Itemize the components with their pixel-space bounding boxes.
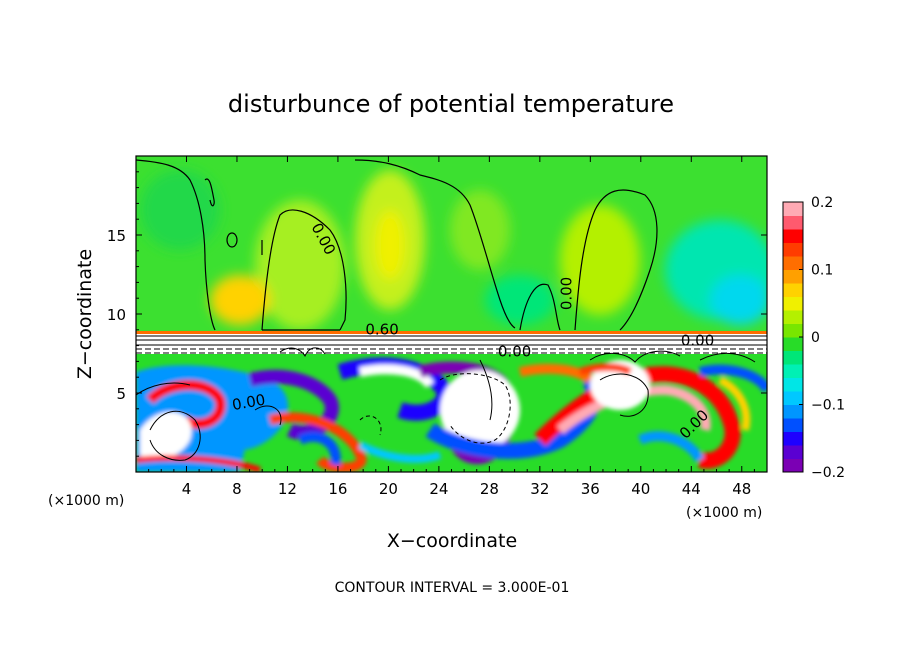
x-tick-label: 28 xyxy=(480,480,499,498)
colorbar-swatch xyxy=(783,296,803,311)
x-tick-label: 44 xyxy=(682,480,701,498)
colorbar-swatch xyxy=(783,350,803,365)
colorbar-swatch xyxy=(783,283,803,297)
contour-labels: 0.000.000.000.000.000.000.60 xyxy=(231,220,715,442)
colorbar-tick-label: 0.1 xyxy=(811,263,833,279)
colorbar-swatch xyxy=(783,418,803,432)
colorbar-tick-label: 0.2 xyxy=(811,195,833,211)
y-tick-label: 10 xyxy=(107,306,126,324)
x-axis-label: X−coordinate xyxy=(387,530,517,552)
x-tick-label: 12 xyxy=(278,480,297,498)
colorbar-tick-label: 0 xyxy=(811,330,820,346)
x-axis-unit-right: (×1000 m) xyxy=(686,505,762,521)
y-tick-label: 15 xyxy=(107,227,126,245)
contour-label: 0.00 xyxy=(231,391,267,415)
colorbar: 0.2 0.1 0 −0.1 −0.2 xyxy=(782,195,845,481)
x-tick-label: 36 xyxy=(581,480,600,498)
contour-label: 0.00 xyxy=(557,277,575,310)
colorbar-swatch xyxy=(783,269,803,284)
x-tick-label: 48 xyxy=(732,480,751,498)
colorbar-swatch xyxy=(783,242,803,257)
x-tick-label: 40 xyxy=(631,480,650,498)
colorbar-swatch xyxy=(783,202,803,216)
x-tick-label: 24 xyxy=(429,480,448,498)
colorbar-swatch xyxy=(783,310,803,324)
contour-label: 0.00 xyxy=(681,332,714,350)
contour-label: 0.60 xyxy=(365,321,398,339)
y-axis-label: Z−coordinate xyxy=(74,249,96,379)
colorbar-tick-label: −0.1 xyxy=(811,398,845,414)
colorbar-swatch xyxy=(783,445,803,459)
x-tick-label: 8 xyxy=(232,480,242,498)
x-tick-label: 32 xyxy=(530,480,549,498)
y-axis: 5 10 15 xyxy=(107,171,767,457)
colorbar-swatch xyxy=(783,229,803,243)
x-tick-label: 16 xyxy=(328,480,347,498)
x-tick-label: 20 xyxy=(379,480,398,498)
colorbar-swatch xyxy=(783,458,803,473)
colorbar-swatch xyxy=(783,323,803,338)
colorbar-swatch xyxy=(783,364,803,378)
colorbar-swatch xyxy=(783,337,803,351)
colorbar-tick-label: −0.2 xyxy=(811,465,845,481)
x-tick-label: 4 xyxy=(182,480,192,498)
contour-label: 0.00 xyxy=(498,343,531,361)
colorbar-swatch xyxy=(783,431,803,446)
y-tick-label: 5 xyxy=(116,385,126,403)
colorbar-swatch xyxy=(783,404,803,419)
contour-interval-note: CONTOUR INTERVAL = 3.000E-01 xyxy=(335,580,570,596)
chart-title: disturbunce of potential temperature xyxy=(228,90,674,118)
colorbar-swatch xyxy=(783,256,803,270)
colorbar-swatch xyxy=(783,215,803,230)
x-axis: 4 8 12 16 20 24 28 32 36 40 44 48 xyxy=(148,156,755,498)
colorbar-swatch xyxy=(783,391,803,405)
x-axis-unit-left: (×1000 m) xyxy=(48,493,124,509)
heatmap-field: 0.000.000.000.000.000.000.60 xyxy=(136,156,767,472)
colorbar-swatch xyxy=(783,377,803,392)
